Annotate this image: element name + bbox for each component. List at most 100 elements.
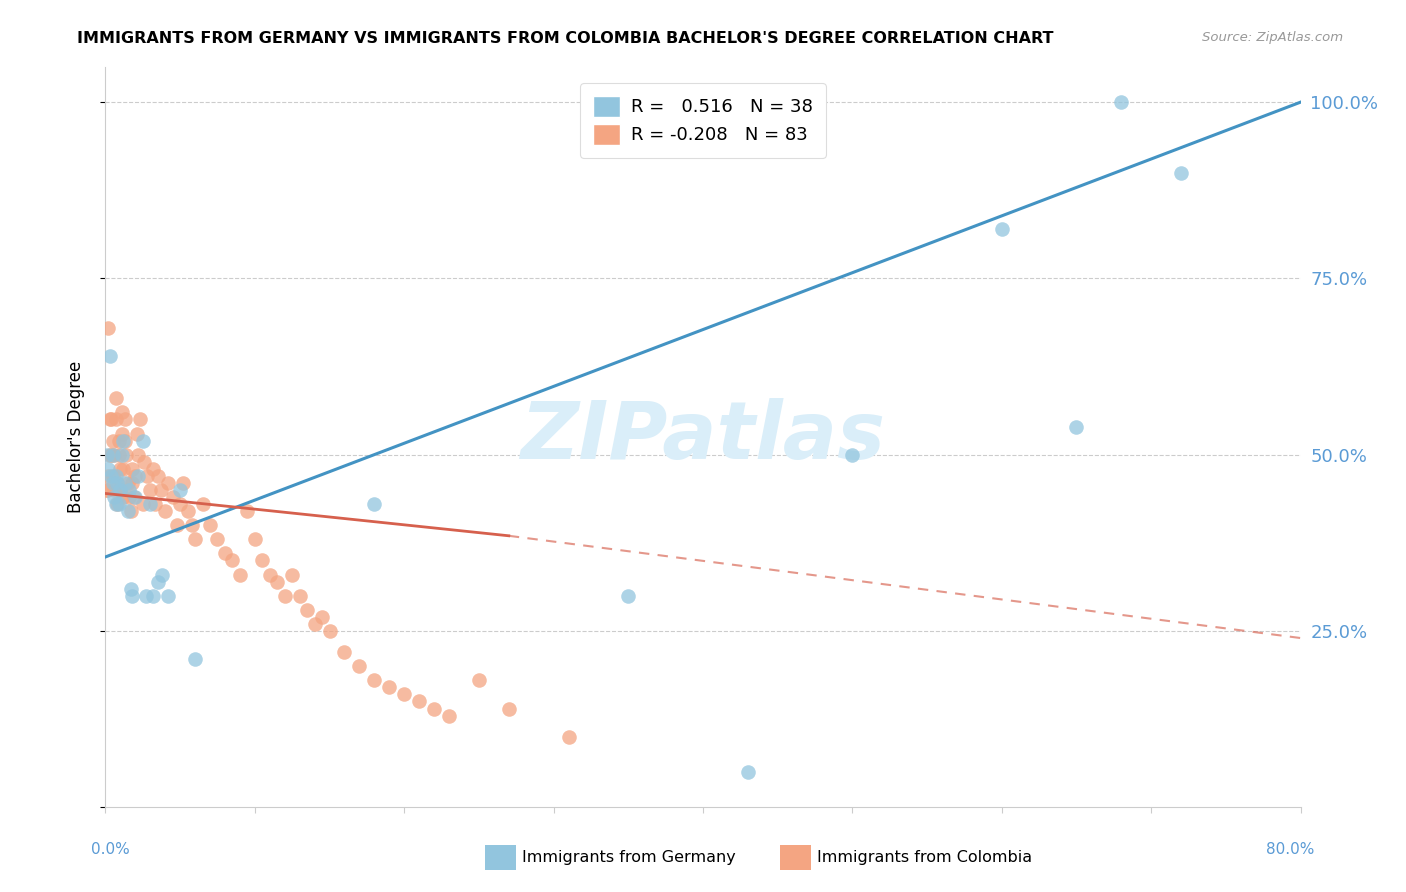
Point — [135, 589, 157, 603]
Point — [266, 574, 288, 589]
Point — [107, 475, 129, 490]
Point — [128, 412, 150, 426]
Point — [110, 462, 132, 476]
Point — [127, 468, 149, 483]
Point — [737, 764, 759, 779]
Point — [184, 652, 207, 666]
Point — [121, 589, 143, 603]
Point — [100, 468, 122, 483]
Point — [97, 320, 120, 334]
Point — [98, 448, 121, 462]
Point — [111, 405, 134, 419]
Point — [162, 490, 184, 504]
Point — [146, 574, 169, 589]
Point — [557, 730, 579, 744]
Point — [112, 462, 135, 476]
Point — [143, 497, 166, 511]
Point — [139, 497, 162, 511]
Point — [146, 468, 169, 483]
Point — [101, 434, 124, 448]
Point — [114, 475, 136, 490]
Point — [363, 673, 385, 688]
Text: IMMIGRANTS FROM GERMANY VS IMMIGRANTS FROM COLOMBIA BACHELOR'S DEGREE CORRELATIO: IMMIGRANTS FROM GERMANY VS IMMIGRANTS FR… — [77, 31, 1054, 46]
Point — [281, 567, 304, 582]
Point — [104, 497, 127, 511]
Point — [333, 645, 356, 659]
Legend: R =   0.516   N = 38, R = -0.208   N = 83: R = 0.516 N = 38, R = -0.208 N = 83 — [581, 83, 825, 158]
Point — [127, 448, 149, 462]
Point — [142, 589, 165, 603]
Point — [468, 673, 491, 688]
Point — [120, 582, 142, 596]
Point — [112, 434, 135, 448]
Point — [155, 504, 177, 518]
Point — [96, 483, 118, 497]
Point — [243, 533, 266, 547]
Point — [142, 462, 165, 476]
Point — [349, 659, 371, 673]
Point — [172, 475, 194, 490]
Point — [108, 434, 131, 448]
Point — [408, 694, 430, 708]
Point — [132, 434, 155, 448]
Point — [110, 483, 132, 497]
Point — [841, 448, 863, 462]
Text: Source: ZipAtlas.com: Source: ZipAtlas.com — [1202, 31, 1343, 45]
Text: Immigrants from Colombia: Immigrants from Colombia — [817, 850, 1032, 864]
Point — [107, 475, 129, 490]
Point — [117, 504, 139, 518]
Point — [118, 490, 141, 504]
Point — [157, 475, 180, 490]
Point — [169, 497, 191, 511]
Point — [100, 448, 122, 462]
Text: ZIPatlas: ZIPatlas — [520, 398, 886, 476]
Point — [117, 475, 139, 490]
Point — [103, 483, 125, 497]
Point — [125, 426, 148, 441]
Point — [229, 567, 252, 582]
Point — [107, 497, 129, 511]
Point — [97, 468, 120, 483]
Point — [259, 567, 281, 582]
Text: 80.0%: 80.0% — [1267, 842, 1315, 856]
Point — [101, 448, 124, 462]
Point — [122, 490, 145, 504]
Point — [295, 603, 318, 617]
Point — [207, 533, 229, 547]
Point — [1066, 419, 1088, 434]
Y-axis label: Bachelor's Degree: Bachelor's Degree — [66, 361, 84, 513]
Point — [115, 448, 138, 462]
Point — [98, 349, 121, 363]
Point — [121, 462, 143, 476]
Point — [184, 533, 207, 547]
Point — [214, 546, 236, 560]
Point — [120, 504, 142, 518]
Point — [121, 475, 143, 490]
Point — [103, 448, 125, 462]
Point — [110, 483, 132, 497]
Point — [378, 681, 401, 695]
Point — [437, 708, 460, 723]
Point — [363, 497, 385, 511]
Point — [101, 475, 124, 490]
Point — [101, 468, 124, 483]
Point — [134, 455, 156, 469]
Point — [169, 483, 191, 497]
Point — [181, 518, 204, 533]
Point — [124, 468, 146, 483]
Point — [100, 412, 122, 426]
Point — [103, 490, 125, 504]
Point — [273, 589, 295, 603]
Point — [114, 434, 136, 448]
Point — [136, 468, 159, 483]
Point — [166, 518, 188, 533]
Point — [149, 483, 172, 497]
Point — [252, 553, 274, 567]
Point — [97, 462, 120, 476]
Point — [236, 504, 259, 518]
Point — [1111, 95, 1133, 110]
Point — [304, 616, 326, 631]
Text: Immigrants from Germany: Immigrants from Germany — [522, 850, 735, 864]
Point — [191, 497, 214, 511]
Point — [111, 426, 134, 441]
